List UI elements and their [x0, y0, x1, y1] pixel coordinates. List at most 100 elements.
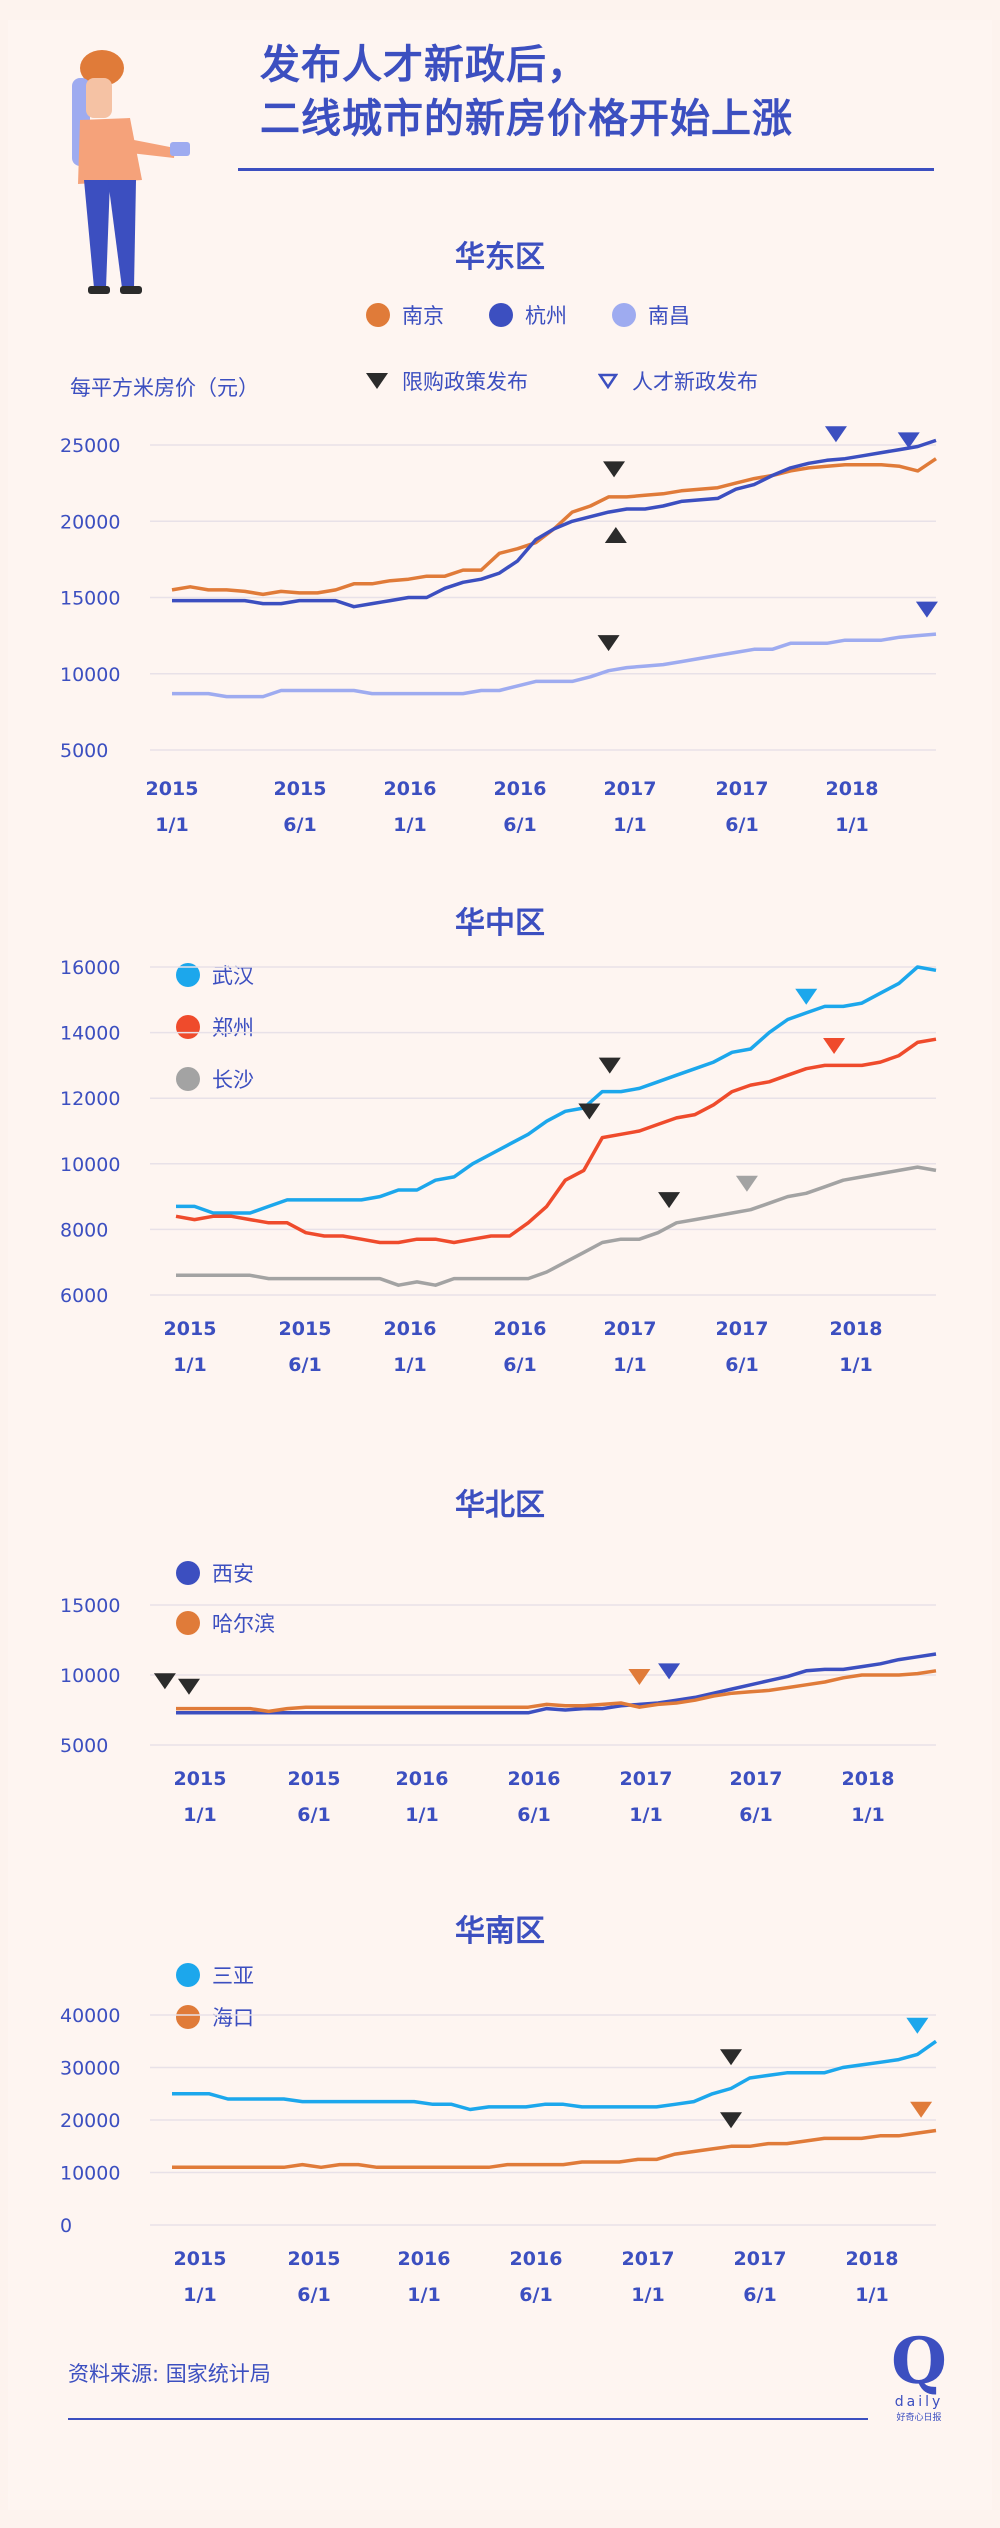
series-line-西安 — [176, 1652, 937, 1715]
legend-dot — [176, 1561, 200, 1585]
x-tick-line: 2015 — [288, 1768, 341, 1790]
restriction-marker — [720, 2049, 743, 2066]
east-title: 华东区 — [455, 240, 545, 275]
central-line-chart: 6000 8000 10000 12000 14000 16000 2015 1/1 2015 6… — [60, 957, 937, 1376]
legend-item-harbin: 哈尔滨 — [176, 1608, 275, 1638]
y-tick-label: 16000 — [60, 957, 120, 979]
y-tick-label: 10000 — [60, 1665, 120, 1687]
x-tick-label: 2018 1/1 — [846, 2248, 899, 2306]
talent-marker — [795, 988, 818, 1005]
y-tick-label: 10000 — [60, 1154, 120, 1176]
x-tick-line: 2016 — [384, 1318, 437, 1340]
x-tick-line: 6/1 — [725, 1354, 758, 1376]
series-line-长沙 — [176, 1165, 937, 1287]
x-tick-label: 2015 1/1 — [174, 1768, 227, 1826]
x-tick-line: 1/1 — [851, 1804, 884, 1826]
y-tick-label: 6000 — [60, 1285, 108, 1307]
talent-marker — [910, 2101, 933, 2118]
restriction-marker — [153, 1673, 176, 1690]
restriction-marker — [598, 1057, 621, 1074]
x-tick-label: 2016 6/1 — [494, 1318, 547, 1376]
open-triangle-icon — [598, 373, 618, 389]
central-title: 华中区 — [455, 906, 545, 941]
x-tick-line: 6/1 — [297, 2284, 330, 2306]
x-tick-line: 2017 — [716, 778, 769, 800]
person-head — [86, 78, 112, 118]
series-line-南京 — [171, 457, 937, 597]
person-shoe-right — [120, 286, 142, 294]
x-tick-line: 2018 — [846, 2248, 899, 2270]
x-tick-label: 2018 1/1 — [826, 778, 879, 836]
talent-marker — [897, 432, 920, 449]
y-tick-label: 25000 — [60, 435, 120, 457]
series-line-杭州 — [172, 438, 937, 609]
x-tick-line: 1/1 — [629, 1804, 662, 1826]
x-tick-line: 6/1 — [519, 2284, 552, 2306]
legend-item-changsha: 长沙 — [176, 1064, 254, 1094]
y-tick-label: 20000 — [60, 511, 120, 533]
series-line-三亚 — [172, 2039, 938, 2112]
legend-item-zhengzhou: 郑州 — [176, 1012, 254, 1042]
x-tick-line: 2015 — [174, 2248, 227, 2270]
x-tick-label: 2015 6/1 — [279, 1318, 332, 1376]
x-tick-line: 2015 — [279, 1318, 332, 1340]
headline-line2: 二线城市的新房价格开始上涨 — [260, 96, 793, 142]
restriction-marker — [578, 1103, 601, 1120]
x-tick-line: 6/1 — [297, 1804, 330, 1826]
x-tick-label: 2015 1/1 — [146, 778, 199, 836]
x-tick-line: 2015 — [274, 778, 327, 800]
x-tick-line: 1/1 — [173, 1354, 206, 1376]
x-tick-line: 2018 — [842, 1768, 895, 1790]
x-tick-line: 2017 — [604, 778, 657, 800]
talent-marker — [915, 601, 938, 618]
talent-marker — [735, 1175, 758, 1192]
source-rule — [68, 2418, 868, 2420]
legend-restriction: 限购政策发布 — [366, 366, 528, 396]
x-tick-line: 2016 — [494, 778, 547, 800]
x-tick-label: 2016 1/1 — [396, 1768, 449, 1826]
x-tick-line: 2017 — [604, 1318, 657, 1340]
restriction-marker — [604, 527, 627, 544]
north-title: 华北区 — [455, 1488, 545, 1523]
legend-dot — [176, 1067, 200, 1091]
logo-word: daily — [894, 2394, 944, 2410]
south-line-chart: 0 10000 20000 30000 40000 2015 1/1 2015 6/1 2016 1… — [60, 2005, 938, 2306]
x-tick-label: 2015 1/1 — [174, 2248, 227, 2306]
x-tick-line: 1/1 — [613, 814, 646, 836]
x-tick-label: 2016 1/1 — [384, 778, 437, 836]
legend-item-nanjing: 南京 — [366, 300, 444, 330]
x-tick-line: 6/1 — [288, 1354, 321, 1376]
legend-dot — [612, 303, 636, 327]
x-tick-line: 2015 — [164, 1318, 217, 1340]
north-line-chart: 5000 10000 15000 2015 1/1 2015 6/1 2016 1/1 2016 6… — [60, 1595, 937, 1826]
x-tick-line: 2015 — [146, 778, 199, 800]
headline-line1: 发布人才新政后， — [260, 42, 588, 88]
logo-subtitle: 好奇心日报 — [896, 2413, 942, 2423]
person-leg-left — [84, 180, 110, 288]
x-tick-line: 2016 — [508, 1768, 561, 1790]
x-tick-label: 2017 6/1 — [716, 1318, 769, 1376]
talent-marker — [628, 1669, 651, 1685]
solid-triangle-icon — [366, 373, 388, 389]
legend-dot — [176, 1015, 200, 1039]
person-illustration — [72, 50, 190, 294]
legend-item-haikou: 海口 — [176, 2002, 254, 2032]
legend-item-nanchang: 南昌 — [612, 300, 690, 330]
east-y-axis-title: 每平方米房价（元） — [70, 376, 259, 400]
x-tick-line: 2017 — [730, 1768, 783, 1790]
x-tick-label: 2016 1/1 — [398, 2248, 451, 2306]
x-tick-label: 2015 6/1 — [274, 778, 327, 836]
series-line-郑州 — [175, 1037, 937, 1245]
x-tick-label: 2017 1/1 — [620, 1768, 673, 1826]
y-tick-label: 40000 — [60, 2005, 120, 2027]
x-tick-line: 1/1 — [613, 1354, 646, 1376]
x-tick-line: 1/1 — [393, 814, 426, 836]
x-tick-line: 1/1 — [405, 1804, 438, 1826]
x-tick-line: 6/1 — [283, 814, 316, 836]
legend-item-sanya: 三亚 — [176, 1960, 254, 1990]
series-line-武汉 — [176, 965, 937, 1215]
x-tick-label: 2017 6/1 — [730, 1768, 783, 1826]
y-tick-label: 15000 — [60, 588, 120, 610]
x-tick-label: 2018 1/1 — [842, 1768, 895, 1826]
